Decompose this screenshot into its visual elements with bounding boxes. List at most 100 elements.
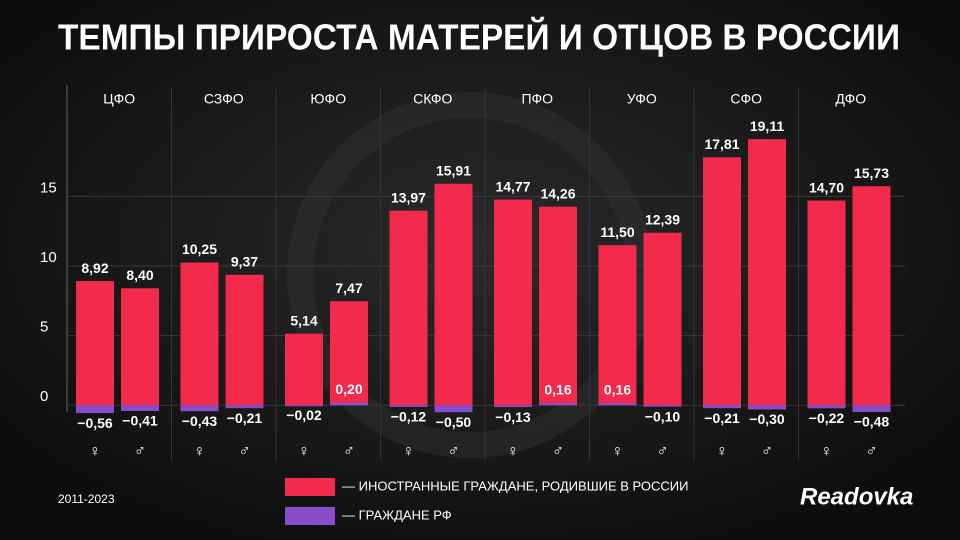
bar xyxy=(434,183,473,406)
value-label: −0,48 xyxy=(854,414,890,430)
group-label: ЮФО xyxy=(310,91,346,107)
x-tick-label: ♂ xyxy=(761,443,773,460)
value-label: 8,40 xyxy=(126,267,153,283)
bar xyxy=(180,405,219,412)
legend-label: — ГРАЖДАНЕ РФ xyxy=(342,507,452,522)
x-tick-label: ♀ xyxy=(403,443,415,460)
value-label: 19,11 xyxy=(750,118,784,134)
bar xyxy=(434,405,473,413)
bar xyxy=(539,206,577,406)
bar xyxy=(748,405,786,410)
bar xyxy=(598,403,637,406)
bar xyxy=(330,402,368,406)
bar xyxy=(643,232,682,406)
value-label: 17,81 xyxy=(704,136,739,152)
watermark xyxy=(287,92,653,458)
value-label: 0,16 xyxy=(604,382,631,398)
x-tick-label: ♂ xyxy=(134,443,146,460)
value-label: 7,47 xyxy=(335,280,362,296)
value-label: −0,56 xyxy=(77,415,113,431)
value-label: −0,21 xyxy=(227,410,263,426)
group-label: СЗФО xyxy=(204,91,244,107)
x-tick-label: ♀ xyxy=(507,443,519,460)
group-label: ДФО xyxy=(835,91,866,107)
bar xyxy=(76,405,114,414)
x-tick-label: ♀ xyxy=(89,443,101,460)
value-label: −0,22 xyxy=(809,410,845,426)
legend-swatch xyxy=(285,478,335,496)
bar xyxy=(598,245,637,406)
chart-title: ТЕМПЫ ПРИРОСТА МАТЕРЕЙ И ОТЦОВ В РОССИИ xyxy=(58,16,900,58)
bar xyxy=(180,262,219,406)
group-label: СФО xyxy=(730,91,762,107)
bar xyxy=(494,199,532,406)
bar xyxy=(330,301,368,406)
x-tick-label: ♀ xyxy=(194,443,206,460)
bar xyxy=(225,274,264,406)
y-tick-label: 10 xyxy=(40,249,57,266)
x-tick-label: ♀ xyxy=(612,443,624,460)
bar xyxy=(852,186,891,406)
bar xyxy=(121,405,159,411)
x-tick-label: ♀ xyxy=(821,443,833,460)
bar xyxy=(389,210,428,406)
value-label: −0,02 xyxy=(286,407,322,423)
value-label: 12,39 xyxy=(645,211,680,227)
value-label: −0,43 xyxy=(182,413,218,429)
value-label: −0,10 xyxy=(645,408,681,424)
y-tick-label: 15 xyxy=(40,179,57,196)
value-label: −0,30 xyxy=(749,411,785,427)
legend-label: — ИНОСТРАННЫЕ ГРАЖДАНЕ, РОДИВШИЕ В РОССИ… xyxy=(342,478,688,493)
bar xyxy=(703,405,741,409)
bar xyxy=(285,405,323,407)
bar xyxy=(121,288,159,406)
value-label: 14,77 xyxy=(495,178,530,194)
value-label: −0,12 xyxy=(391,409,427,425)
value-label: −0,21 xyxy=(704,410,740,426)
group-label: СКФО xyxy=(413,91,452,107)
bar xyxy=(285,333,323,406)
bar xyxy=(76,281,114,406)
value-label: 15,73 xyxy=(854,165,889,181)
legend-swatch xyxy=(285,507,335,525)
bar xyxy=(807,405,846,409)
value-label: 9,37 xyxy=(231,253,258,269)
x-tick-label: ♂ xyxy=(552,443,564,460)
value-label: 8,92 xyxy=(81,260,108,276)
x-tick-label: ♀ xyxy=(298,443,310,460)
bar xyxy=(225,405,264,409)
bar xyxy=(852,405,891,412)
y-tick-label: 0 xyxy=(40,388,48,405)
value-label: −0,50 xyxy=(436,414,472,430)
brand-logo: Readovka xyxy=(800,483,913,510)
group-label: УФО xyxy=(627,91,657,107)
value-label: 11,50 xyxy=(600,224,634,240)
x-tick-label: ♂ xyxy=(343,443,355,460)
value-label: 13,97 xyxy=(391,189,426,205)
x-tick-label: ♂ xyxy=(448,443,460,460)
footnote: 2011-2023 xyxy=(58,492,115,506)
x-tick-label: ♀ xyxy=(716,443,728,460)
x-tick-label: ♂ xyxy=(866,443,878,460)
value-label: 0,16 xyxy=(544,382,571,398)
value-label: 14,70 xyxy=(809,179,844,195)
value-label: 0,20 xyxy=(335,381,362,397)
x-tick-label: ♂ xyxy=(239,443,251,460)
bar xyxy=(539,403,577,406)
value-label: 14,26 xyxy=(540,185,575,201)
bar xyxy=(643,405,682,407)
bar xyxy=(703,157,741,406)
bar xyxy=(748,139,786,406)
bar xyxy=(389,405,428,407)
group-label: ЦФО xyxy=(103,91,135,107)
y-tick-label: 5 xyxy=(40,319,48,336)
value-label: −0,41 xyxy=(122,413,158,429)
group-label: ПФО xyxy=(521,91,553,107)
x-tick-label: ♂ xyxy=(657,443,669,460)
bar xyxy=(494,405,532,408)
value-label: 10,25 xyxy=(182,241,217,257)
bar xyxy=(807,200,846,406)
value-label: 5,14 xyxy=(290,312,317,328)
value-label: 15,91 xyxy=(436,162,471,178)
